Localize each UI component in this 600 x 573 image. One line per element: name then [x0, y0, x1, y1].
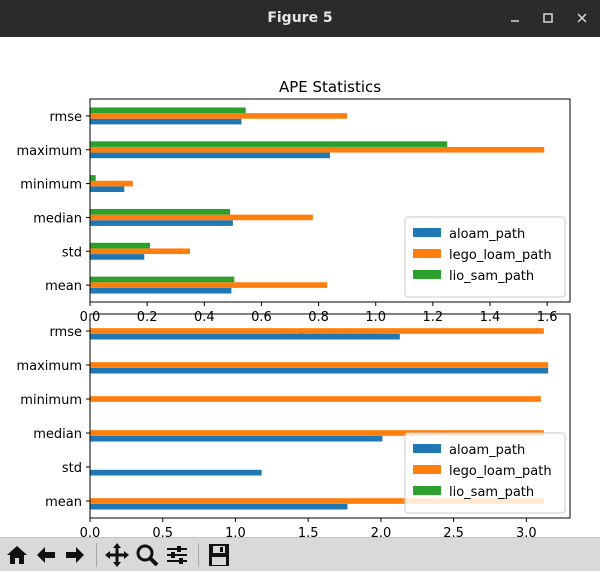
bar-lego_loam_path-median [90, 430, 544, 436]
bar-lego_loam_path-mean [90, 498, 544, 504]
configure-button[interactable] [164, 541, 190, 569]
bar-lego_loam_path-minimum [90, 396, 541, 402]
y-tick-label: rmse [49, 325, 82, 340]
close-button[interactable] [573, 9, 591, 27]
save-icon [209, 544, 229, 566]
x-tick-label: 0.0 [80, 526, 101, 537]
bar-lio_sam_path-minimum [90, 175, 96, 181]
pan-icon [105, 543, 129, 567]
figure-canvas: APE Statistics mean std median minimum maximu… [0, 37, 600, 559]
y-tick-label: maximum [16, 144, 82, 159]
bar-lego_loam_path-median [90, 214, 313, 221]
legend-label: aloam_path [449, 443, 525, 458]
y-tick-label: std [62, 461, 82, 476]
y-tick-label: std [62, 245, 82, 260]
legend-label: lio_sam_path [449, 269, 534, 284]
bar-aloam_path-rmse [90, 118, 242, 125]
forward-button[interactable] [62, 541, 88, 569]
configure-icon [167, 546, 187, 564]
bar-lego_loam_path-minimum [90, 180, 133, 187]
zoom-icon [136, 544, 159, 567]
x-tick-label: 1.2 [423, 310, 444, 325]
legend-box [404, 432, 566, 514]
home-icon [7, 546, 27, 564]
x-tick-label: 1.0 [365, 310, 386, 325]
maximize-icon [543, 13, 553, 23]
back-icon [37, 547, 55, 563]
toolbar-separator [96, 543, 97, 567]
y-tick-label: mean [45, 279, 82, 294]
bar-lego_loam_path-maximum [90, 362, 549, 368]
y-tick-label: minimum [20, 393, 82, 408]
legend-swatch-lego_loam_path [413, 465, 441, 474]
x-tick-label: 2.5 [443, 526, 464, 537]
pan-button[interactable] [104, 541, 130, 569]
bar-aloam_path-rmse [90, 333, 400, 340]
legend-label: lego_loam_path [449, 464, 552, 479]
bar-lio_sam_path-maximum [90, 141, 448, 147]
legend-label: aloam_path [449, 227, 525, 242]
bar-lego_loam_path-rmse [90, 113, 348, 119]
x-tick-label: 1.4 [480, 310, 501, 325]
y-tick-label: median [33, 427, 82, 442]
maximize-button[interactable] [539, 9, 557, 27]
forward-icon [66, 547, 84, 563]
y-tick-label: rmse [49, 110, 82, 125]
legend-label: lego_loam_path [449, 248, 552, 263]
bar-lio_sam_path-rmse [90, 107, 246, 114]
legend-label: lio_sam_path [449, 485, 534, 500]
bar-lio_sam_path-std [90, 242, 150, 249]
x-tick-label: 1.0 [225, 526, 246, 537]
legend-swatch-lio_sam_path [413, 270, 441, 279]
bar-aloam_path-mean [90, 503, 348, 510]
bar-aloam_path-mean [90, 287, 232, 294]
zoom-button[interactable] [134, 541, 160, 569]
y-tick-label: median [33, 211, 82, 226]
save-button[interactable] [206, 541, 232, 569]
legend-swatch-lio_sam_path [413, 486, 441, 495]
x-tick-label: 2.0 [371, 526, 392, 537]
bar-aloam_path-median [90, 435, 383, 442]
bar-lego_loam_path-rmse [90, 328, 544, 334]
bar-lego_loam_path-mean [90, 282, 328, 288]
x-tick-label: 0.2 [137, 310, 158, 325]
x-tick-label: 1.5 [298, 526, 319, 537]
bar-aloam_path-maximum [90, 152, 330, 159]
legend-swatch-aloam_path [413, 228, 441, 237]
axes-frame [89, 98, 571, 303]
home-button[interactable] [4, 541, 30, 569]
bar-aloam_path-std [90, 254, 145, 260]
legend-box [404, 216, 566, 298]
bar-lio_sam_path-median [90, 208, 230, 215]
close-icon [577, 13, 587, 23]
x-tick-label: 0.8 [308, 310, 329, 325]
toolbar [0, 537, 600, 571]
chart-title: APE Statistics [279, 78, 381, 96]
window-titlebar: Figure 5 [0, 0, 600, 37]
legend-swatch-lego_loam_path [413, 249, 441, 258]
bar-aloam_path-maximum [90, 367, 549, 374]
x-tick-label: 3.0 [516, 526, 537, 537]
bar-lego_loam_path-maximum [90, 146, 545, 153]
window-title: Figure 5 [267, 10, 333, 26]
x-tick-label: 0.4 [194, 310, 215, 325]
y-tick-label: mean [45, 495, 82, 510]
x-tick-label: 0.5 [152, 526, 173, 537]
minimize-icon [511, 20, 519, 22]
bar-lio_sam_path-mean [90, 276, 235, 283]
toolbar-separator [198, 543, 199, 567]
x-tick-label: 0.6 [251, 310, 272, 325]
y-tick-label: minimum [20, 178, 82, 193]
back-button[interactable] [33, 541, 59, 569]
legend-swatch-aloam_path [413, 444, 441, 453]
y-tick-label: maximum [16, 359, 82, 374]
x-tick-label: 1.6 [537, 310, 558, 325]
bar-aloam_path-std [90, 469, 262, 476]
figure-svg: APE Statistics mean std median minimum maximu… [16, 78, 571, 559]
bar-lego_loam_path-std [90, 248, 190, 255]
axes-frame [89, 313, 571, 519]
bar-aloam_path-minimum [90, 186, 125, 193]
bar-aloam_path-median [90, 220, 233, 226]
minimize-button[interactable] [506, 9, 524, 27]
